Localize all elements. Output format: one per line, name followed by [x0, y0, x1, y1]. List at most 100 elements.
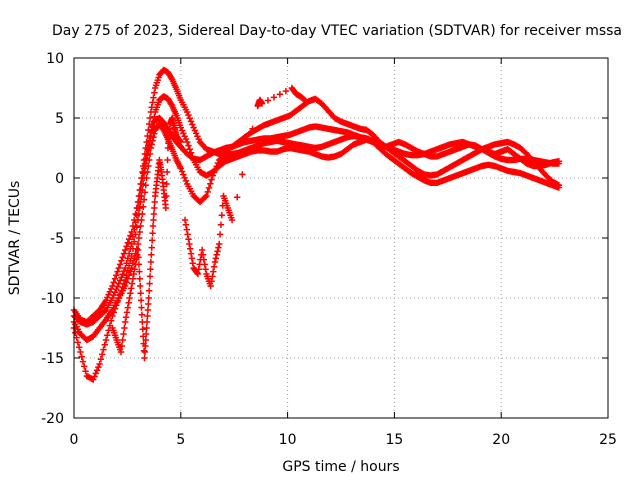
data-point-interp	[264, 97, 272, 104]
data-point-interp	[127, 245, 134, 252]
data-point-interp	[141, 348, 149, 356]
data-point-interp	[140, 170, 147, 177]
data-point-interp	[118, 257, 125, 264]
data-marks	[70, 66, 563, 383]
data-point-interp	[143, 318, 151, 326]
data-point	[186, 240, 193, 248]
data-point	[177, 138, 184, 146]
data-point	[126, 294, 133, 302]
y-tick-label: 0	[55, 171, 64, 187]
data-point-interp	[120, 267, 128, 275]
data-point-interp	[151, 130, 158, 137]
data-point-interp	[151, 204, 158, 212]
data-point	[90, 376, 97, 383]
data-point	[228, 216, 236, 224]
data-point	[162, 204, 170, 212]
data-point-interp	[142, 182, 149, 189]
data-point	[555, 160, 563, 167]
data-point-interp	[212, 255, 220, 262]
chart-title: Day 275 of 2023, Sidereal Day-to-day VTE…	[52, 23, 622, 39]
x-tick-label: 20	[492, 432, 510, 448]
data-point-interp	[140, 347, 148, 354]
data-point-interp	[124, 239, 132, 246]
data-point	[555, 182, 563, 189]
data-point-interp	[270, 94, 278, 101]
data-point-interp	[121, 324, 128, 332]
data-point-interp	[186, 245, 194, 252]
data-point-interp	[128, 285, 135, 292]
y-tick-label: -10	[41, 291, 64, 307]
data-point	[115, 264, 123, 272]
data-point	[143, 324, 150, 332]
data-point-interp	[123, 279, 130, 286]
y-tick-label: 10	[46, 51, 64, 67]
y-axis-label: SDTVAR / TECUs	[7, 181, 23, 296]
data-point-interp	[202, 266, 209, 273]
data-point	[122, 282, 129, 290]
data-point-interp	[107, 317, 115, 324]
data-point-interp	[125, 272, 133, 279]
data-point	[209, 172, 217, 179]
data-point-interp	[276, 91, 284, 98]
data-point-interp	[135, 254, 142, 261]
data-point	[147, 144, 155, 152]
data-point-interp	[208, 278, 215, 285]
data-point-interp	[189, 260, 196, 267]
data-point-interp	[149, 137, 156, 144]
data-point	[122, 264, 129, 272]
data-point-interp	[75, 344, 83, 351]
data-point-interp	[208, 176, 215, 183]
data-point-interp	[93, 367, 101, 374]
data-point-interp	[119, 254, 126, 261]
data-point-interp	[104, 332, 111, 339]
data-point-interp	[137, 186, 144, 194]
data-point-interp	[123, 260, 130, 267]
data-point-interp	[213, 163, 220, 170]
data-point-interp	[140, 203, 147, 210]
data-point-interp	[136, 268, 143, 275]
data-point-interp	[216, 231, 224, 238]
data-point-interp	[210, 169, 218, 176]
data-point-interp	[137, 222, 144, 230]
data-point	[147, 258, 155, 266]
x-tick-label: 0	[70, 432, 79, 448]
data-point-interp	[137, 297, 145, 304]
data-point-interp	[127, 290, 134, 297]
data-point-interp	[120, 330, 127, 338]
data-point-interp	[136, 275, 143, 282]
data-point-interp	[138, 216, 145, 224]
data-point-interp	[82, 368, 89, 375]
data-point	[145, 294, 152, 302]
data-point-interp	[182, 221, 190, 228]
data-point-interp	[131, 226, 138, 233]
data-point-interp	[118, 342, 126, 350]
data-point-interp	[144, 306, 152, 314]
data-point-interp	[127, 268, 134, 275]
data-point-interp	[164, 156, 171, 164]
data-point-interp	[178, 168, 186, 175]
data-point	[203, 192, 210, 200]
data-point-interp	[150, 94, 157, 101]
y-tick-label: -20	[41, 411, 64, 427]
data-point-interp	[122, 314, 130, 321]
data-point-interp	[186, 146, 193, 153]
data-point	[128, 264, 135, 272]
data-point-interp	[137, 290, 144, 297]
data-point	[177, 165, 184, 172]
data-point-interp	[188, 255, 196, 262]
data-point-interp	[233, 194, 241, 201]
data-point-interp	[239, 171, 246, 178]
data-point-interp	[142, 155, 149, 162]
data-point-interp	[150, 134, 157, 141]
data-point	[122, 318, 129, 326]
data-point-interp	[244, 148, 251, 155]
data-point-interp	[217, 221, 225, 228]
data-point-interp	[125, 236, 133, 243]
data-point-interp	[187, 250, 195, 257]
data-point	[216, 240, 223, 248]
data-point-interp	[199, 251, 207, 258]
data-point	[130, 270, 138, 278]
data-point	[134, 204, 142, 212]
data-point-interp	[148, 251, 155, 258]
data-point-interp	[182, 177, 190, 185]
